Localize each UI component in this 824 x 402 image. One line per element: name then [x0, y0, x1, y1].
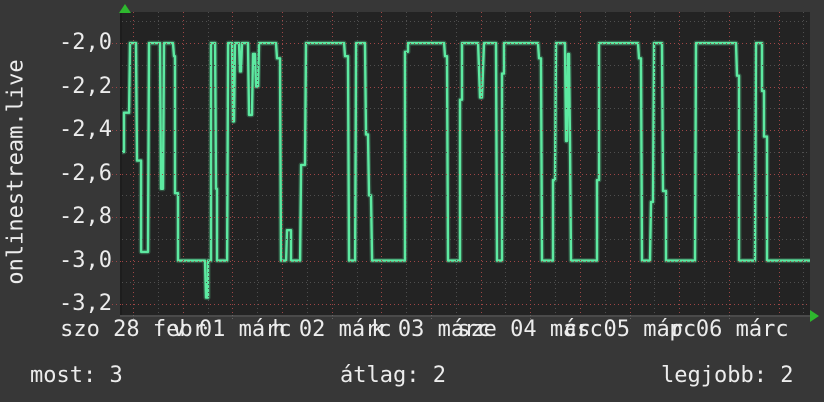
y-tick-label: -2,4: [59, 117, 112, 142]
gridline-v: [157, 12, 159, 315]
y-tick-mark: [112, 87, 122, 88]
gridline-h: [122, 260, 810, 262]
gridline-h: [122, 21, 810, 23]
y-tick-mark: [112, 130, 122, 131]
x-tick-label: szo 28 febr: [60, 317, 206, 342]
x-tick-label: cs 05 márc: [563, 317, 697, 342]
y-tick-mark: [112, 261, 122, 262]
gridline-h: [122, 108, 810, 110]
x-axis-line: [120, 315, 811, 317]
gridline-v: [257, 12, 259, 315]
gridline-h: [122, 304, 810, 306]
gridline-h: [122, 238, 810, 240]
y-tick-label: -2,2: [59, 74, 112, 99]
x-tick-mark: [133, 315, 134, 320]
gridline-v: [331, 12, 333, 315]
gridline-v: [207, 12, 209, 315]
x-tick-label: k 03 márc: [371, 317, 491, 342]
gridline-h: [122, 173, 810, 175]
gridline-v: [753, 12, 755, 315]
y-tick-mark: [112, 217, 122, 218]
y-tick-label: -2,0: [59, 30, 112, 55]
gridline-h: [122, 64, 810, 66]
x-axis-arrow-right-icon: [810, 310, 819, 322]
gridline-v: [530, 12, 532, 315]
gridline-h: [122, 195, 810, 197]
series-line-svg: [122, 40, 810, 301]
stat-best: legjobb: 2: [661, 363, 794, 388]
gridline-v: [778, 12, 780, 315]
y-tick-label: -3,0: [59, 248, 112, 273]
x-tick-mark: [630, 315, 631, 320]
x-tick-label: sze 04 márc: [457, 317, 603, 342]
gridline-h: [122, 130, 810, 132]
gridline-v: [679, 12, 681, 315]
gridline-h: [122, 86, 810, 88]
gridline-v: [579, 12, 581, 315]
gridline-v: [381, 12, 383, 315]
y-tick-mark: [112, 304, 122, 305]
gridline-v: [803, 12, 805, 315]
gridline-v: [629, 12, 631, 315]
gridline-h: [122, 43, 810, 45]
gridline-v: [282, 12, 283, 315]
gridline-v: [232, 12, 234, 315]
gridline-v: [555, 12, 557, 315]
gridline-v: [430, 12, 432, 315]
gridline-h: [122, 151, 810, 153]
y-tick-label: -3,2: [59, 291, 112, 316]
y-tick-label: -2,6: [59, 161, 112, 186]
gridline-v: [654, 12, 656, 315]
y-tick-mark: [112, 43, 122, 44]
gridline-h: [122, 282, 810, 284]
plot-area: [122, 12, 810, 315]
x-tick-mark: [530, 315, 531, 320]
x-tick-mark: [729, 315, 730, 320]
x-tick-label: h 02 márc: [272, 317, 392, 342]
gridline-v: [455, 12, 457, 315]
y-tick-label: -2,8: [59, 204, 112, 229]
gridline-v: [505, 12, 507, 315]
x-tick-label: v 01 márc: [172, 317, 292, 342]
y-tick-mark: [112, 174, 122, 175]
gridline-v: [704, 12, 705, 315]
x-tick-mark: [332, 315, 333, 320]
gridline-v: [306, 12, 308, 315]
gridline-v: [182, 12, 184, 315]
y-axis-line: [120, 12, 122, 315]
x-tick-mark: [232, 315, 233, 320]
x-tick-label: p 06 márc: [669, 317, 789, 342]
gridline-v: [356, 12, 358, 315]
gridline-v: [728, 12, 730, 315]
x-tick-mark: [431, 315, 432, 320]
gridline-v: [406, 12, 408, 315]
y-axis-arrow-up-icon: [119, 4, 131, 13]
gridline-v: [480, 12, 482, 315]
stat-average: átlag: 2: [340, 363, 446, 388]
gridline-v: [133, 12, 134, 315]
stat-now: most: 3: [30, 363, 123, 388]
gridline-h: [122, 217, 810, 219]
gridline-v: [604, 12, 606, 315]
